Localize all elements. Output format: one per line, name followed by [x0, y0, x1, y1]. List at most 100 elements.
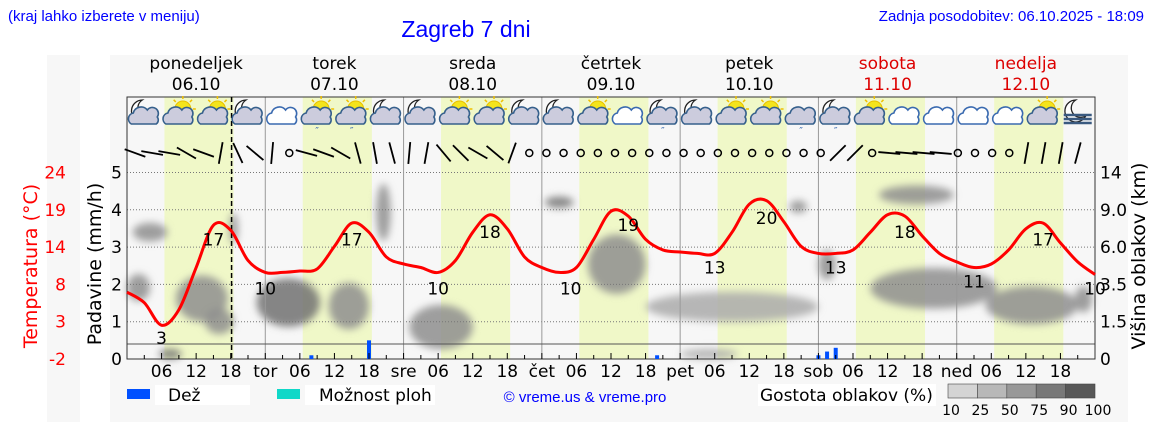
x-tick-label: 18 [358, 362, 380, 382]
cloud-height-tick: 9.0 [1100, 201, 1127, 221]
x-tick-label: sob [803, 362, 833, 382]
temperature-axis-label: Temperatura (°C) [20, 184, 42, 349]
cloud-density-area [376, 183, 391, 241]
cloud-legend-swatch [1065, 383, 1096, 399]
wind-barb-icon [467, 146, 488, 160]
x-tick-label: pet [666, 362, 694, 382]
moon-cloud-icon [127, 99, 160, 125]
wind-calm-icon [285, 148, 294, 158]
cloud-height-tick: 1.5 [1100, 313, 1127, 333]
x-tick-label: 18 [635, 362, 657, 382]
sun-ray [777, 99, 781, 103]
precip-tick: 0 [111, 350, 122, 370]
x-tick-label: 06 [289, 362, 311, 382]
day-name: petek [725, 54, 773, 74]
temperature-label: 18 [479, 223, 501, 243]
cloud-shape [335, 106, 367, 125]
wind-barb-icon [192, 148, 215, 158]
x-tick-label: 12 [738, 362, 760, 382]
cloud-icon [922, 106, 955, 125]
cloud-shape [853, 106, 886, 125]
day-date: 12.10 [1002, 75, 1051, 95]
cloud-shape [577, 106, 609, 125]
sun-cloud-icon [162, 96, 196, 125]
precip-tick: 2 [111, 275, 122, 295]
sun-cloud-icon [438, 96, 473, 125]
temperature-tick: 19 [44, 201, 66, 221]
page-title: Zagreb 7 dni [401, 16, 530, 42]
temperature-label: 13 [825, 258, 847, 278]
cloud-shape [991, 106, 1024, 125]
x-tick-label: 18 [220, 362, 242, 382]
wind-calm-icon [1005, 148, 1014, 158]
moon-cloud-icon [404, 99, 436, 125]
sun-ray [465, 99, 470, 103]
temperature-label: 19 [617, 216, 639, 236]
wind-barb-icon [929, 151, 952, 155]
cloud-legend-step: 90 [1060, 403, 1078, 419]
sun-ray [189, 99, 193, 103]
cloud-density-area [256, 278, 321, 327]
wind-calm-icon [645, 148, 654, 158]
cloud-density-area [878, 185, 954, 205]
wind-calm-icon [816, 148, 825, 158]
sun-ray [1037, 99, 1041, 103]
x-tick-label: 06 [980, 362, 1002, 382]
cloud-icon [957, 106, 989, 125]
copyright-link[interactable]: © vreme.us & vreme.pro [504, 389, 667, 406]
cloud-density-area [818, 250, 836, 280]
cloud-shape [784, 106, 817, 125]
wind-calm-icon [970, 148, 980, 158]
cloud-density-area [544, 196, 574, 208]
x-tick-label: ned [941, 362, 973, 382]
cloud-density-area [204, 308, 234, 335]
wind-calm-icon [799, 148, 808, 158]
cloud-density-area [680, 349, 738, 360]
x-tick-label: 18 [773, 362, 795, 382]
cloud-shape [542, 106, 575, 125]
wind-barb-icon [878, 151, 901, 155]
temperature-label: 17 [341, 230, 363, 250]
wind-barb-icon [312, 148, 335, 158]
cloud-shape [715, 106, 747, 125]
wind-barb-icon [295, 149, 318, 157]
sun-ray [864, 99, 868, 103]
sun-cloud-icon [577, 96, 611, 125]
day-date: 08.10 [448, 75, 497, 95]
cloud-height-tick: 6.0 [1100, 238, 1127, 258]
wind-calm-icon [747, 148, 757, 158]
sun-ray [207, 99, 211, 103]
x-tick-label: 06 [842, 362, 864, 382]
legend-rain-bg [155, 385, 250, 405]
cloud-shape [196, 106, 229, 125]
menu-hint[interactable]: (kraj lahko izberete v meniju) [8, 8, 200, 25]
wind-barb-icon [388, 142, 396, 164]
cloud-height-tick: 3.5 [1100, 275, 1127, 295]
x-tick-label: 06 [151, 362, 173, 382]
day-date: 10.10 [725, 75, 774, 95]
legend-showers-swatch [277, 389, 300, 399]
wind-calm-icon [696, 148, 705, 158]
wind-calm-icon [987, 148, 997, 158]
x-tick-label: 18 [911, 362, 933, 382]
day-date: 09.10 [587, 75, 636, 95]
cloud-shape [404, 106, 436, 125]
cloud-density-area [132, 222, 168, 242]
wind-calm-icon [610, 148, 620, 158]
wind-calm-icon [867, 148, 877, 158]
temperature-tick: 14 [44, 238, 66, 258]
wind-barb-icon [912, 151, 935, 155]
moon-fog-icon [1063, 99, 1092, 125]
temperature-label: 13 [704, 258, 726, 278]
sun-cloud-icon [1026, 96, 1061, 125]
wind-calm-icon [765, 148, 774, 158]
x-tick-label: 06 [704, 362, 726, 382]
cloud-shape [646, 106, 678, 125]
x-tick-label: 12 [600, 362, 622, 382]
x-tick-label: 06 [566, 362, 588, 382]
wind-calm-icon [627, 148, 637, 158]
sun-ray [449, 99, 453, 103]
cloud-icon [611, 106, 644, 125]
cloud-height-tick: 0 [1100, 350, 1111, 370]
legend-showers-bg [305, 385, 435, 405]
